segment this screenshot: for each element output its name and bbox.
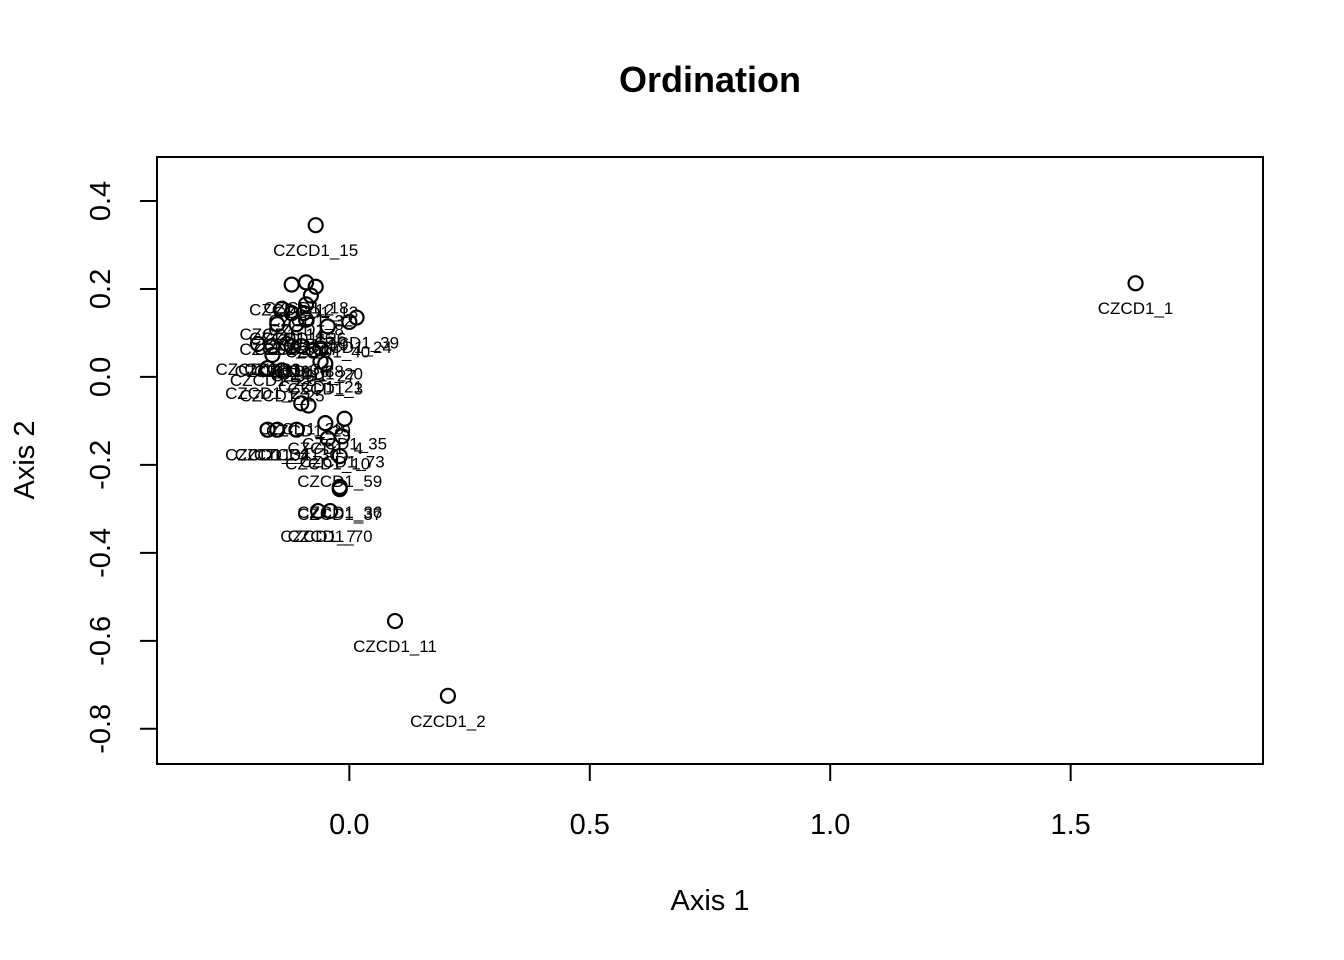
scatter-point [283,276,300,293]
point-label: CZCD1_20 [278,364,363,383]
point-label: CZCD1_70 [288,527,373,546]
point-label: CZCD1_21 [278,378,363,397]
scatter-point [269,316,286,333]
point-labels: CZCD1_15CZCD1_1CZCD1_12CZCD1_18CZCD1_13C… [215,241,1173,731]
point-label: CZCD1_41 [235,446,320,465]
y-tick-label: -0.2 [85,440,117,490]
scatter-point [307,217,324,234]
scatter-point [386,612,404,630]
y-axis-label: Axis 2 [9,421,41,500]
point-label: CZCD1_11 [353,637,437,656]
scatter-point [302,287,319,304]
scatter-point [317,415,334,432]
point-label: CZCD1_24 [307,338,392,357]
scatter-point [288,421,305,438]
point-label: CZCD1_38 [259,362,344,381]
y-tick-label: -0.8 [85,704,117,754]
y-tick-label: 0.4 [85,181,117,221]
scatter-point [300,397,317,414]
point-label: CZCD1_14 [240,325,325,344]
x-axis: 0.0 0.5 1.0 1.5 [329,763,1091,841]
point-label: CZCD1_15 [273,241,358,260]
point-label: CZCD1_35 [302,435,387,454]
point-label: CZCD1_25 [240,386,325,405]
scatter-point [293,395,310,412]
scatter-point [341,313,358,331]
scatter-point [288,316,305,333]
point-label: CZCD1_3 [288,380,364,399]
point-label: CZCD1_1 [1098,299,1174,318]
scatter-point [319,318,336,335]
point-label: CZCD1_19 [264,336,349,355]
point-label: CZCD1_29 [266,422,351,441]
scatter-point [305,342,322,359]
scatter-point [283,338,300,355]
y-tick-label: 0.2 [85,269,117,309]
scatter-point [334,428,351,445]
y-tick-label: -0.4 [85,528,117,578]
scatter-point [331,480,348,498]
scatter-point [312,353,329,370]
scatter-points [249,217,1144,704]
point-label: CZCD1_2 [410,712,486,731]
point-label: CZCD1_39 [314,334,399,353]
point-label: CZCD1_23 [225,384,310,403]
scatter-point [269,421,286,438]
x-tick-label: 0.0 [329,809,369,841]
point-label: CZCD1_16 [249,329,334,348]
y-axis: -0.8 -0.6 -0.4 -0.2 0.0 0.2 0.4 [85,181,158,754]
scatter-point [439,687,457,704]
point-label: CZCD1_32 [268,312,353,331]
scatter-point [259,421,276,438]
x-tick-label: 0.5 [570,809,610,841]
point-label: CZCD1_4 [288,439,364,458]
point-label: CZCD1_26 [261,329,346,348]
point-label: CZCD1_6 [254,362,330,381]
x-tick-label: 1.5 [1050,809,1090,841]
scatter-point [297,311,315,328]
point-label: CZCD1_34 [244,360,329,379]
chart-title: Ordination [619,59,801,100]
scatter-point [336,410,353,427]
point-label: CZCD1_59 [297,472,382,491]
point-label: CZCD1_18 [264,298,349,317]
point-label: CZCD1_12 [249,301,334,320]
point-label: CZCD1_8 [268,320,344,339]
point-label: CZCD1_22 [230,371,315,390]
scatter-point [307,278,324,295]
point-label: CZCD1_40 [285,342,370,361]
y-tick-label: 0.0 [85,357,117,397]
scatter-point [273,362,291,379]
point-label: CZCD1_17 [254,340,339,359]
point-label: CZCD1_5 [239,340,315,359]
point-label: CZCD1_73 [300,452,385,471]
scatter-point [322,502,339,520]
scatter-point [331,448,348,465]
point-label: CZCD1_36 [297,503,382,522]
scatter-point [297,296,315,313]
point-label: CZCD1_10 [285,455,370,474]
point-label: CZCD1_37 [297,505,382,524]
point-label: CZCD1_13 [273,303,358,322]
point-label: CZCD1_31 [225,446,310,465]
x-axis-label: Axis 1 [671,885,750,917]
point-label: CZCD1_30 [254,446,339,465]
x-tick-label: 1.0 [810,809,850,841]
point-label: CZCD1_7 [280,527,356,546]
point-label: CZCD1_27 [271,367,356,386]
point-label: CZCD1_9 [235,362,311,381]
point-label: CZCD1_28 [259,419,344,438]
point-label: CZCD1_33 [215,360,300,379]
scatter-point [309,502,327,520]
scatter-point [1127,275,1144,292]
scatter-point [273,300,291,317]
y-tick-label: -0.6 [85,616,117,666]
